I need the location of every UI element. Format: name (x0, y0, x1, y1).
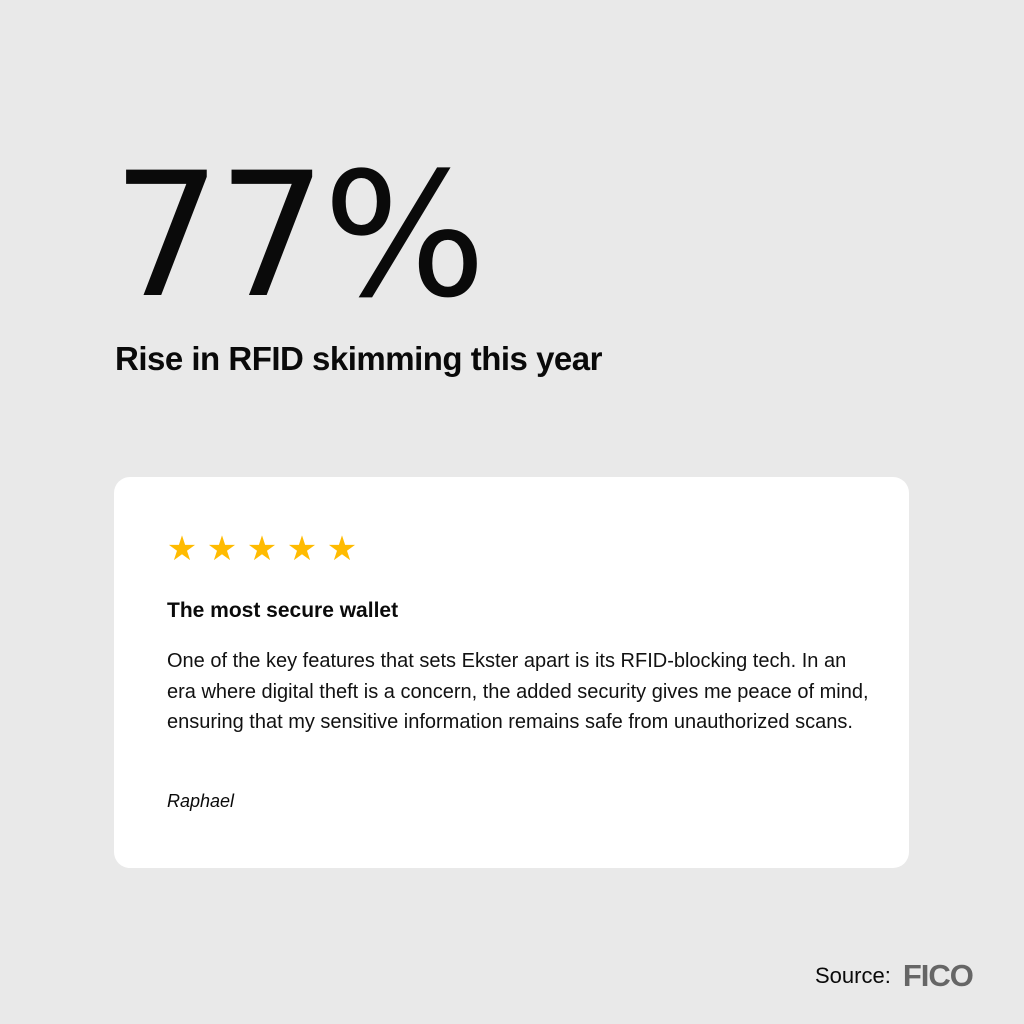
review-body: One of the key features that sets Ekster… (167, 650, 869, 733)
review-card: ★ ★ ★ ★ ★ The most secure wallet One of … (114, 477, 909, 868)
fico-logo: FICO (902, 958, 974, 993)
star-rating: ★ ★ ★ ★ ★ (166, 529, 358, 569)
star-icon: ★ (206, 529, 238, 569)
source: Source: FICO (815, 958, 974, 994)
star-icon: ★ (286, 529, 318, 569)
headline-stat: 77% (112, 135, 486, 336)
review-author: Raphael (167, 791, 235, 811)
star-icon: ★ (166, 529, 198, 569)
source-label: Source: (815, 963, 891, 988)
headline-subtitle: Rise in RFID skimming this year (115, 340, 602, 377)
review-title: The most secure wallet (167, 599, 399, 622)
star-icon: ★ (326, 529, 358, 569)
star-icon: ★ (246, 529, 278, 569)
